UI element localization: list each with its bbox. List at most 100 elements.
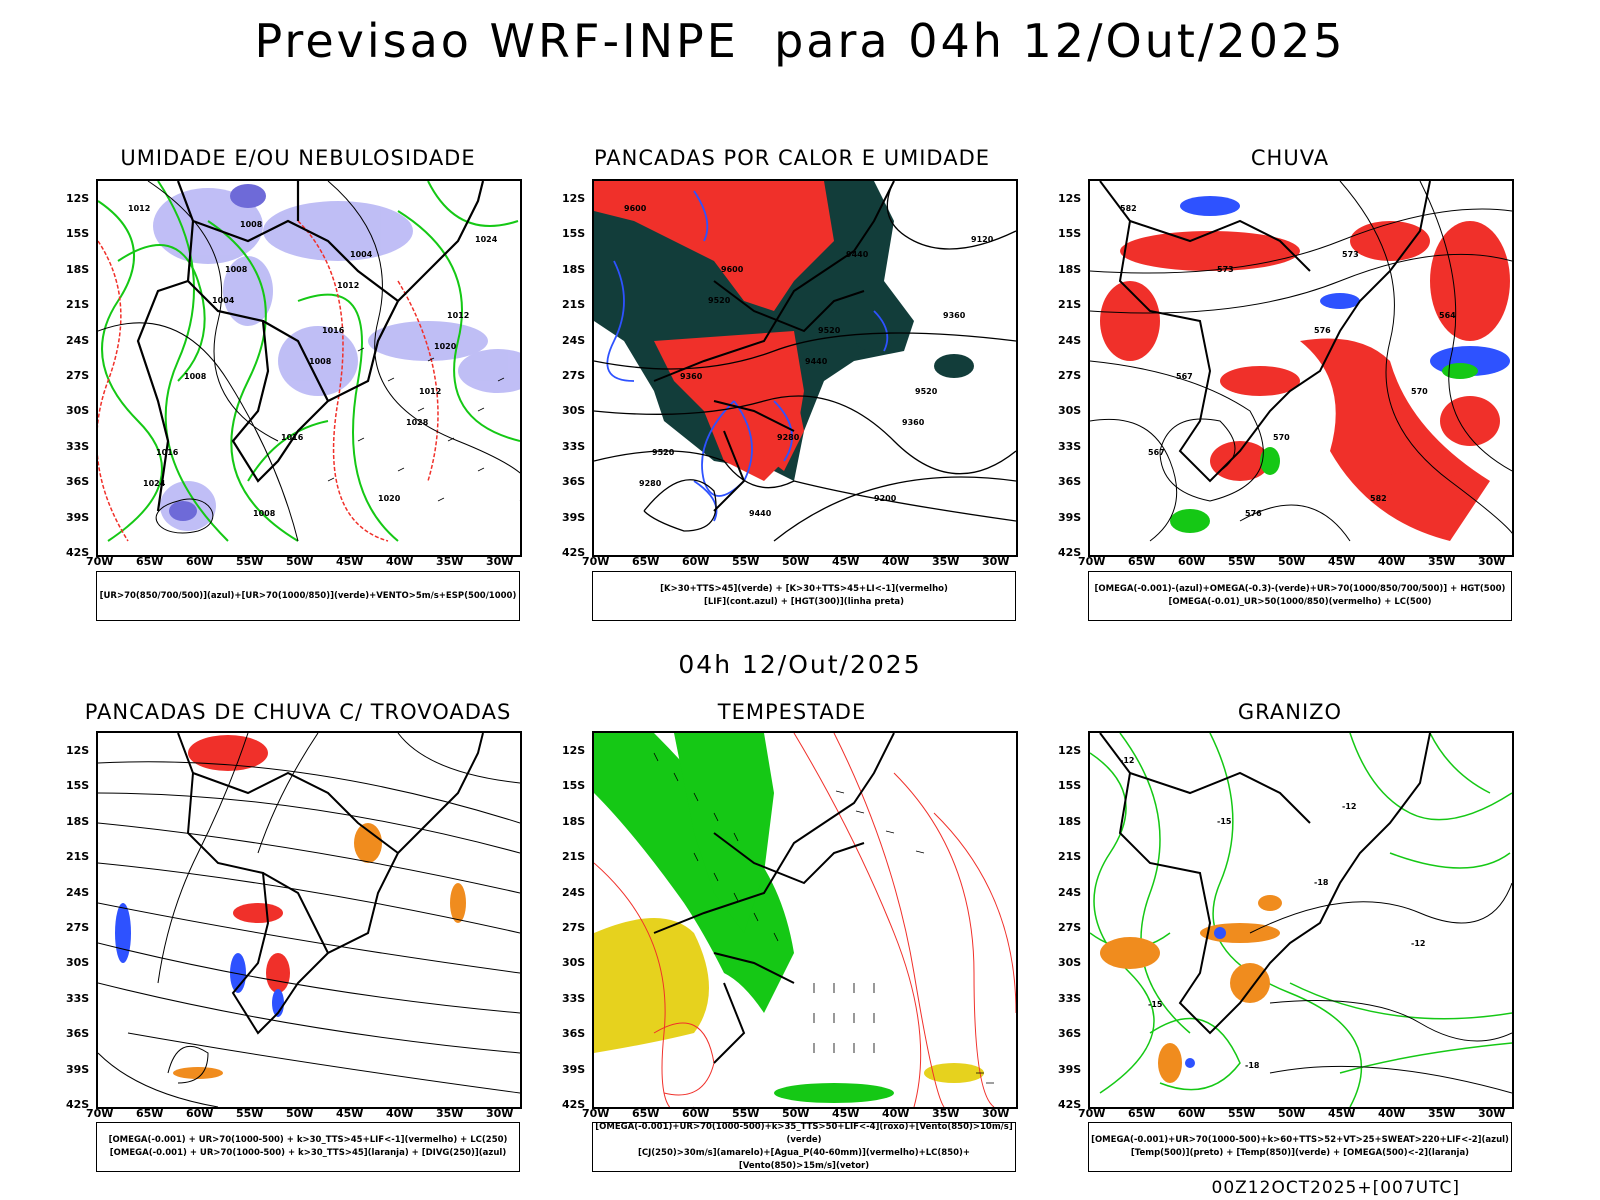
- lat-tick-label: 27S: [562, 369, 586, 382]
- contour-value-label: 570: [1411, 387, 1428, 396]
- lat-tick-label: 12S: [66, 744, 90, 757]
- contour-value-label: 1012: [447, 311, 469, 320]
- contour-value-label: -18: [1245, 1061, 1260, 1070]
- contour-value-label: 1012: [337, 281, 359, 290]
- contour-value-label: 1024: [475, 235, 498, 244]
- lon-tick-label: 30W: [486, 1107, 514, 1120]
- contour-value-label: 9360: [943, 311, 966, 320]
- lat-tick-label: 24S: [562, 885, 586, 899]
- contour-value-label: 1016: [281, 433, 304, 442]
- lon-tick-label: 65W: [1128, 555, 1156, 568]
- contour-value-label: 1008: [225, 265, 248, 274]
- lat-tick-label: 30S: [66, 956, 90, 970]
- lon-tick-label: 35W: [436, 555, 464, 568]
- legend-chuva: [OMEGA(-0.001)-(azul)+OMEGA(-0.3)-(verde…: [1088, 571, 1512, 621]
- panel-title-pancadas-calor: PANCADAS POR CALOR E UMIDADE: [593, 146, 991, 170]
- lat-tick-label: 15S: [66, 227, 90, 241]
- lat-tick-label: 33S: [66, 991, 90, 1005]
- lat-tick-label: 12S: [66, 192, 90, 205]
- contour-value-label: 567: [1148, 448, 1165, 457]
- lon-tick-label: 45W: [1328, 1107, 1356, 1120]
- lat-tick-label: 24S: [66, 333, 90, 347]
- contour-value-label: -15: [1217, 817, 1232, 826]
- contour-value-label: 1004: [212, 296, 235, 305]
- contour-value-label: -12: [1342, 802, 1356, 811]
- lat-tick-label: 42S: [1058, 546, 1082, 559]
- map-chuva-svg: 582 573 576 570 567 576 573 564 567 570 582: [1090, 181, 1512, 542]
- contour-value-label: 1028: [406, 418, 429, 427]
- lon-tick-label: 55W: [1228, 555, 1256, 568]
- lat-tick-label: 42S: [562, 546, 586, 559]
- lat-tick-label: 15S: [1058, 779, 1082, 793]
- contour-value-label: 576: [1314, 326, 1331, 335]
- lat-tick-label: 30S: [562, 404, 586, 418]
- lat-tick-label: 36S: [1058, 475, 1082, 489]
- lon-tick-label: 60W: [1178, 1107, 1206, 1120]
- contour-value-label: 9520: [818, 326, 841, 335]
- lon-tick-label: 60W: [186, 1107, 214, 1120]
- legend-line: [Temp(500)](preto) + [Temp(850)](verde) …: [1130, 1148, 1470, 1158]
- legend-pancadas-calor: [K>30+TTS>45](verde) + [K>30+TTS>45+LI<-…: [592, 571, 1016, 621]
- mid-title: 04h 12/Out/2025: [678, 650, 922, 679]
- lon-tick-label: 40W: [882, 1107, 910, 1120]
- contour-value-label: -12: [1411, 939, 1425, 948]
- map-granizo: -12 -15 -18 -12 -15 -18 -12: [1088, 731, 1514, 1109]
- lon-tick-label: 65W: [1128, 1107, 1156, 1120]
- panel-title-granizo: GRANIZO: [1237, 700, 1343, 724]
- lon-tick-label: 70W: [1078, 555, 1106, 568]
- legend-line: [OMEGA(-0.001) + UR>70(1000-500) + k>30_…: [108, 1135, 508, 1145]
- legend-line: [OMEGA(-0.001)+UR>70(1000-500)+k>35_TTS>…: [595, 1122, 1013, 1145]
- lat-tick-label: 24S: [66, 885, 90, 899]
- contour-value-label: 9440: [749, 509, 772, 518]
- contour-value-label: 576: [1245, 509, 1262, 518]
- legend-trovoadas: [OMEGA(-0.001) + UR>70(1000-500) + k>30_…: [96, 1122, 520, 1172]
- lat-tick-label: 15S: [66, 779, 90, 793]
- contour-value-label: 567: [1176, 372, 1193, 381]
- lat-tick-label: 18S: [562, 814, 586, 828]
- lat-tick-label: 18S: [1058, 262, 1082, 276]
- lat-tick-label: 36S: [66, 1027, 90, 1041]
- contour-value-label: 1004: [350, 250, 373, 259]
- map-trovoadas-svg: [98, 733, 520, 1107]
- lon-tick-label: 65W: [136, 555, 164, 568]
- lon-tick-label: 70W: [86, 1107, 114, 1120]
- contour-value-label: 9440: [805, 357, 828, 366]
- lat-tick-label: 27S: [1058, 921, 1082, 934]
- contour-value-label: 1020: [434, 342, 457, 351]
- lat-tick-label: 18S: [1058, 814, 1082, 828]
- lon-tick-label: 30W: [1478, 1107, 1506, 1120]
- lat-tick-label: 42S: [66, 1098, 90, 1111]
- lon-tick-label: 45W: [336, 555, 364, 568]
- panel-title-tempestade: TEMPESTADE: [717, 700, 867, 724]
- lon-tick-label: 65W: [136, 1107, 164, 1120]
- contour-value-label: 9120: [971, 235, 994, 244]
- lat-tick-label: 33S: [562, 439, 586, 453]
- lat-tick-label: 30S: [1058, 404, 1082, 418]
- contour-value-label: 1020: [378, 494, 401, 503]
- lon-tick-label: 45W: [336, 1107, 364, 1120]
- lat-tick-label: 24S: [1058, 333, 1082, 347]
- lat-tick-label: 27S: [66, 921, 90, 934]
- lat-tick-label: 42S: [66, 546, 90, 559]
- contour-value-label: 582: [1120, 204, 1137, 213]
- lon-tick-label: 40W: [386, 555, 414, 568]
- lat-tick-label: 27S: [1058, 369, 1082, 382]
- legend-line: [OMEGA(-0.01)_UR>50(1000/850)(vermelho) …: [1168, 597, 1432, 607]
- map-pancadas-svg: 9600 9600 9520 9520 9520 9440 9440 9360 9360 9280…: [594, 181, 1016, 542]
- contour-value-label: 582: [1370, 494, 1387, 503]
- lat-tick-label: 39S: [66, 510, 90, 524]
- lon-tick-label: 50W: [782, 1107, 810, 1120]
- lat-tick-label: 33S: [1058, 991, 1082, 1005]
- legend-tempestade: [OMEGA(-0.001)+UR>70(1000-500)+k>35_TTS>…: [592, 1122, 1016, 1172]
- contour-value-label: 564: [1439, 311, 1456, 320]
- lat-tick-label: 15S: [562, 779, 586, 793]
- map-tempestade: [592, 731, 1018, 1109]
- lon-tick-label: 45W: [832, 1107, 860, 1120]
- legend-line: [LIF](cont.azul) + [HGT(300)](linha pret…: [703, 597, 905, 607]
- panel-title-umidade: UMIDADE E/OU NEBULOSIDADE: [120, 146, 476, 170]
- map-umidade-svg: 1012 1008 1016 1012 1016 1008 1004 1012 1008 1016…: [98, 181, 520, 542]
- lon-tick-label: 55W: [236, 1107, 264, 1120]
- lon-tick-label: 30W: [1478, 555, 1506, 568]
- contour-value-label: -15: [1148, 1000, 1163, 1009]
- contour-value-label: 9520: [708, 296, 731, 305]
